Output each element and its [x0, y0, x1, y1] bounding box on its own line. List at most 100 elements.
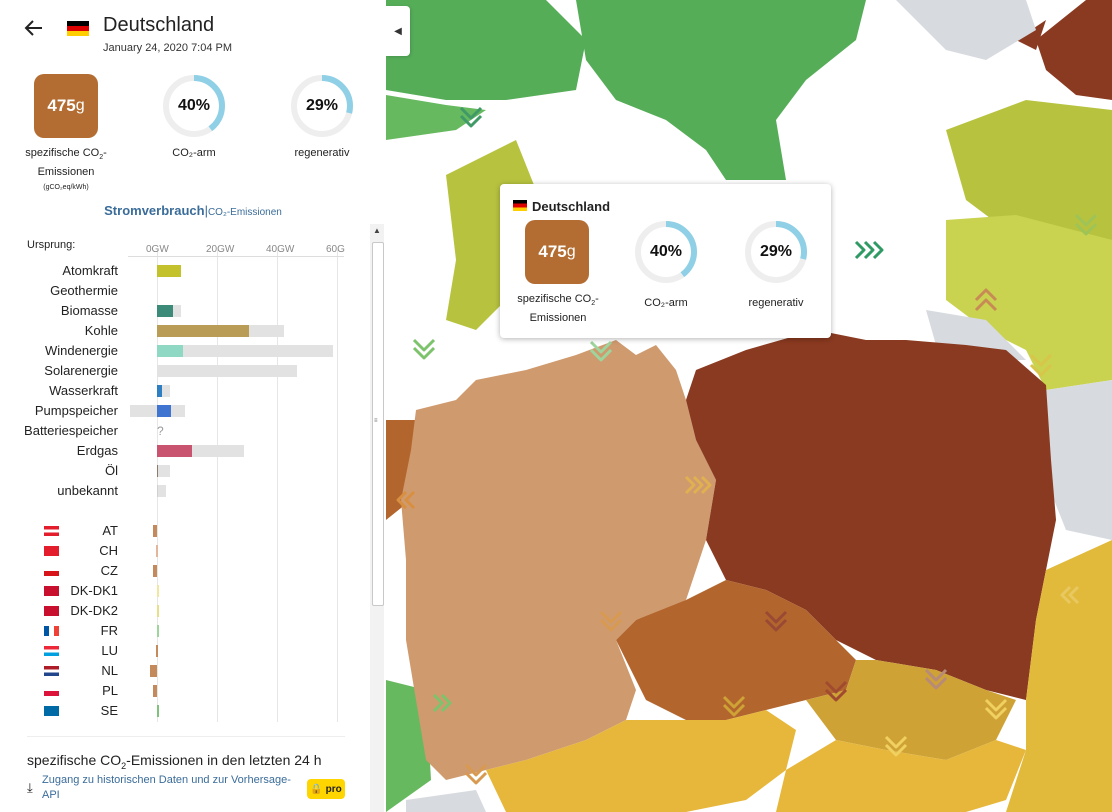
divider: [27, 736, 345, 737]
map-country-ukraine[interactable]: [1006, 540, 1112, 812]
renewable-pct: 29%: [305, 97, 339, 114]
flow-arrow-icon: [412, 338, 436, 360]
axis-tick-label: 60G: [326, 244, 345, 255]
back-button[interactable]: [20, 14, 48, 42]
map-country-austria[interactable]: [486, 710, 796, 812]
map-country-sweden-south[interactable]: [576, 0, 866, 180]
flow-arrow-icon: [589, 340, 613, 362]
exchange-label: DK-DK2: [70, 603, 118, 618]
tab-consumption[interactable]: Stromverbrauch: [104, 203, 205, 218]
exchange-bar[interactable]: [153, 685, 157, 697]
scroll-grip-icon: ≡: [374, 418, 378, 424]
source-label: Biomasse: [60, 303, 118, 318]
scrollbar-thumb[interactable]: [372, 242, 384, 606]
exchange-bar[interactable]: [152, 565, 157, 577]
tooltip-low-carbon-label: CO₂-arm: [644, 297, 688, 309]
collapse-panel-button[interactable]: ◀: [386, 6, 410, 56]
exchange-bar[interactable]: [155, 545, 158, 557]
flow-arrow-icon: [924, 668, 948, 690]
flag-icon: [44, 526, 59, 536]
map-country-czechia[interactable]: [616, 580, 856, 720]
flow-arrow-icon: [974, 288, 998, 312]
production-bar[interactable]: [157, 445, 192, 457]
exchange-label: AT: [102, 523, 118, 538]
map-country-poland[interactable]: [686, 330, 1056, 700]
scroll-up-arrow-icon[interactable]: ▲: [373, 226, 381, 235]
low-carbon-label: CO₂-arm: [172, 147, 216, 159]
map-country-slovakia[interactable]: [806, 660, 1016, 760]
low-carbon-pct: 40%: [177, 97, 211, 114]
flow-arrow-icon: [984, 698, 1008, 720]
pro-label: pro: [325, 783, 342, 795]
production-bar[interactable]: [157, 465, 158, 477]
historical-data-link[interactable]: Zugang zu historischen Daten und zur Vor…: [42, 774, 291, 801]
map-country-latvia[interactable]: [946, 100, 1112, 240]
production-bar[interactable]: [157, 385, 162, 397]
country-tooltip: Deutschland 475 g spezifische CO2- Emissio…: [500, 184, 831, 338]
source-label: Solarenergie: [44, 363, 118, 378]
source-label: Atomkraft: [62, 263, 118, 278]
capacity-bar[interactable]: [157, 365, 297, 377]
tooltip-co2-box: 475 g: [525, 220, 589, 284]
exchange-label: DK-DK1: [70, 583, 118, 598]
tooltip-renewable-ring: 29%: [743, 219, 809, 285]
capacity-bar[interactable]: [157, 465, 170, 477]
map-country-belarus[interactable]: [1046, 380, 1112, 540]
capacity-bar[interactable]: [157, 345, 334, 357]
co2-value: 475: [47, 96, 76, 115]
flow-arrow-icon: [599, 610, 623, 632]
capacity-bar[interactable]: [157, 485, 166, 497]
flag-icon: [44, 706, 59, 716]
exchange-bar[interactable]: [157, 705, 159, 717]
flow-arrow-icon: [722, 695, 746, 717]
exchange-bar[interactable]: [157, 625, 159, 637]
map-country-sweden[interactable]: [386, 0, 586, 100]
pro-badge[interactable]: 🔒 pro: [307, 779, 345, 799]
flow-arrow-icon: [884, 735, 908, 757]
production-bar[interactable]: [157, 265, 181, 277]
production-bar[interactable]: [157, 345, 183, 357]
history-title: spezifische CO2-Emissionen in den letzte…: [27, 752, 322, 771]
map-country-lithuania[interactable]: [946, 215, 1112, 390]
ring-chart: [635, 221, 697, 283]
chevron-left-icon: ◀: [394, 25, 402, 37]
tooltip-renewable-pct: 29%: [759, 243, 793, 260]
renewable-ring: 29%: [289, 73, 355, 139]
flag-icon: [44, 626, 59, 636]
map-region-baltic-gray[interactable]: [896, 0, 1036, 60]
renewable-label: regenerativ: [294, 147, 350, 159]
flag-icon: [44, 666, 59, 676]
co2-intensity-box: 475 g: [34, 74, 98, 138]
exchange-bar[interactable]: [150, 665, 157, 677]
exchange-bar[interactable]: [155, 645, 158, 657]
map-svg[interactable]: [386, 0, 1112, 812]
map-view[interactable]: [386, 0, 1112, 812]
gridline: [337, 250, 338, 722]
map-region-russia-nw[interactable]: [1016, 20, 1046, 50]
exchange-bar[interactable]: [157, 605, 160, 617]
unknown-value-marker: ?: [157, 424, 164, 438]
axis-line: [128, 256, 344, 257]
map-country-switzerland[interactable]: [406, 790, 486, 812]
map-country-norway[interactable]: [386, 95, 486, 140]
production-bar[interactable]: [157, 405, 171, 417]
tooltip-co2-unit: g: [566, 243, 576, 260]
tooltip-low-carbon-pct: 40%: [649, 243, 683, 260]
germany-flag-icon: [67, 21, 89, 36]
production-bar[interactable]: [157, 325, 249, 337]
exchange-bar[interactable]: [153, 525, 157, 537]
map-country-germany[interactable]: [401, 340, 716, 780]
production-bar[interactable]: [157, 485, 158, 497]
map-country-hungary[interactable]: [776, 740, 1026, 812]
map-country-finland[interactable]: [1036, 0, 1112, 100]
timestamp: January 24, 2020 7:04 PM: [103, 42, 233, 54]
gridline: [277, 250, 278, 722]
axis-tick-label: 20GW: [206, 244, 235, 255]
flag-icon: [44, 606, 59, 616]
tab-emissions[interactable]: CO₂-Emissionen: [207, 207, 282, 218]
flag-icon: [44, 546, 59, 556]
flow-arrow-icon: [824, 680, 848, 702]
flag-icon: [44, 686, 59, 696]
production-bar[interactable]: [157, 305, 173, 317]
exchange-bar[interactable]: [157, 585, 159, 597]
